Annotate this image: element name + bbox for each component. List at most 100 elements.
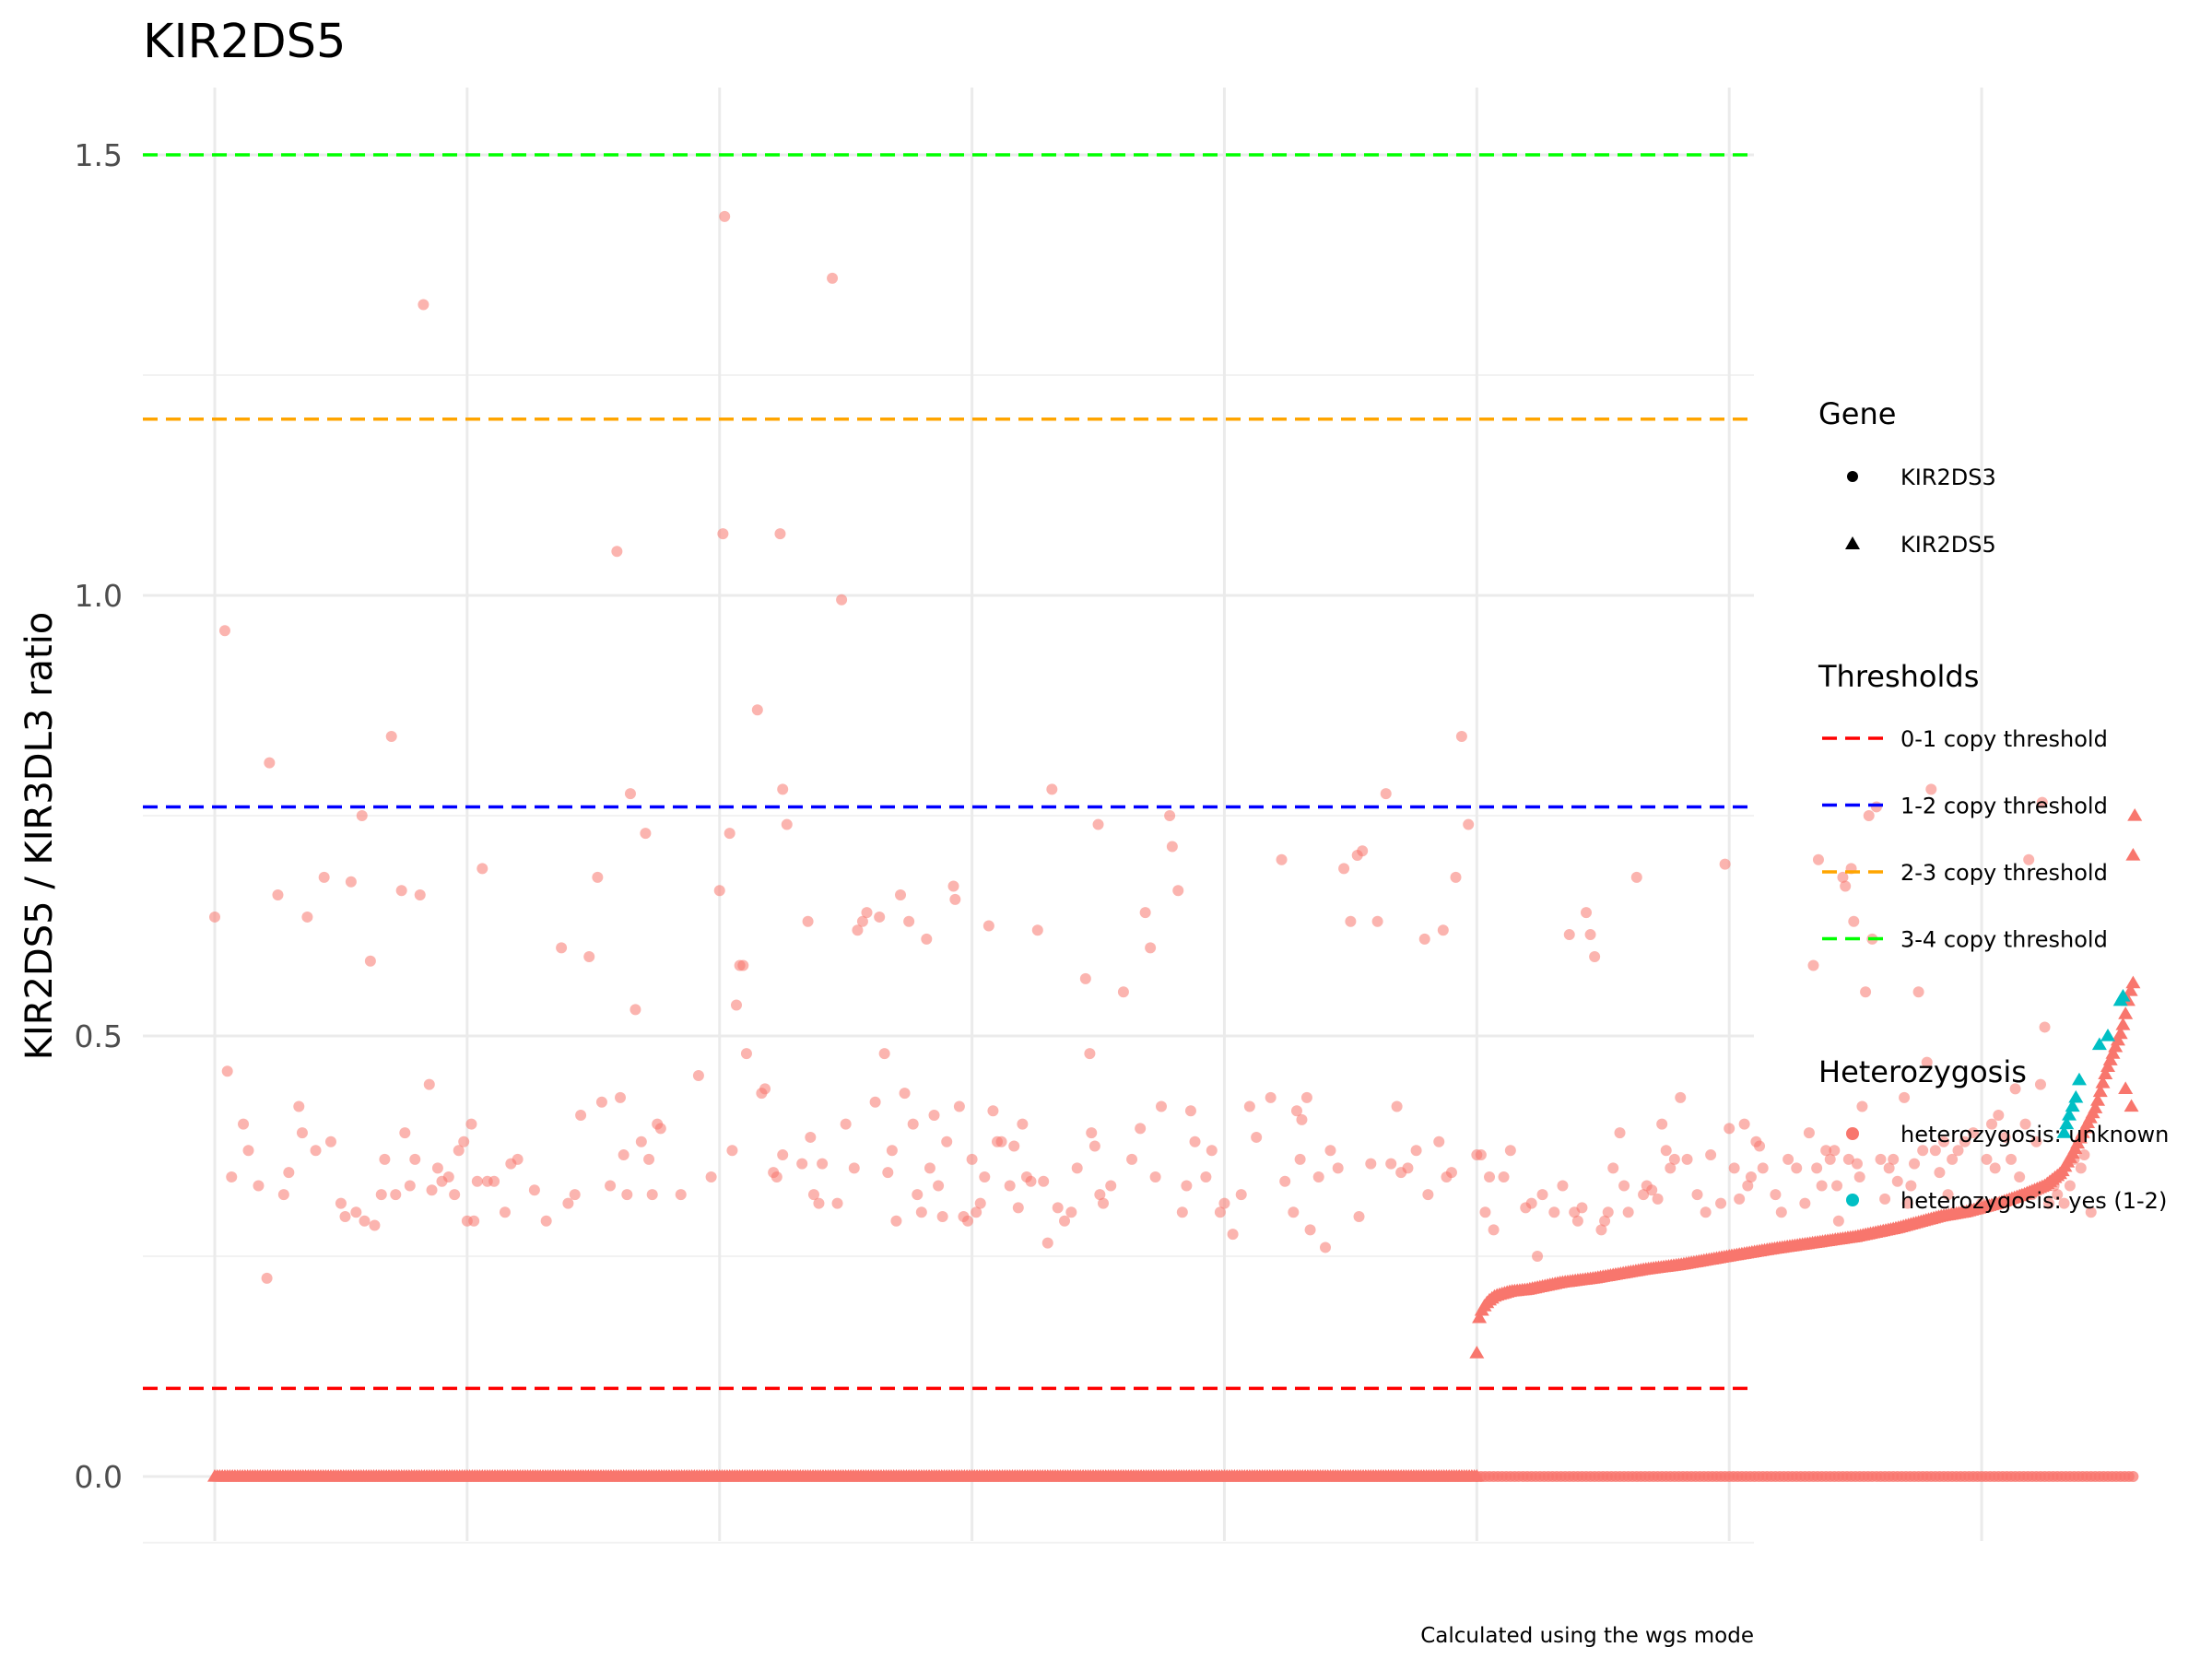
- point-kir2ds3: [221, 1065, 233, 1077]
- point-kir2ds3: [796, 1158, 808, 1170]
- point-kir2ds3: [339, 1210, 351, 1222]
- point-kir2ds5-unknown: [1472, 1310, 1488, 1324]
- point-kir2ds3: [283, 1167, 295, 1179]
- point-kir2ds5-unknown: [2125, 848, 2141, 861]
- point-kir2ds3: [471, 1175, 483, 1187]
- point-kir2ds3: [1754, 1140, 1766, 1152]
- point-kir2ds3: [777, 783, 789, 795]
- point-kir2ds3: [1117, 986, 1129, 998]
- point-kir2ds3: [556, 942, 568, 954]
- point-kir2ds3: [1853, 1171, 1865, 1182]
- point-kir2ds3: [1046, 783, 1058, 795]
- point-kir2ds3: [1993, 1110, 2005, 1122]
- point-kir2ds3: [2006, 1153, 2018, 1165]
- point-kir2ds3: [1837, 871, 1849, 883]
- point-kir2ds3: [1595, 1224, 1607, 1236]
- point-kir2ds3: [1851, 1158, 1863, 1170]
- point-kir2ds3: [1870, 801, 1882, 813]
- point-kir2ds3: [1071, 1162, 1083, 1174]
- point-kir2ds5-het-yes: [2091, 1037, 2107, 1051]
- legend-title-heterozygosis: Heterozygosis: [1818, 1054, 2027, 1089]
- point-kir2ds3: [2078, 1149, 2090, 1161]
- point-kir2ds3: [1176, 1206, 1188, 1218]
- point-kir2ds3: [1227, 1229, 1239, 1241]
- point-kir2ds3: [442, 1171, 454, 1182]
- point-kir2ds3: [635, 1135, 647, 1147]
- point-kir2ds3: [1218, 1197, 1230, 1209]
- point-kir2ds3: [1312, 1171, 1324, 1182]
- point-kir2ds3: [692, 1070, 704, 1082]
- legend-key-heterozygosis: [1846, 1194, 1859, 1206]
- point-kir2ds3: [453, 1145, 465, 1157]
- point-kir2ds3: [895, 889, 907, 901]
- point-kir2ds3: [477, 863, 488, 875]
- point-kir2ds3: [1799, 1197, 1811, 1209]
- point-kir2ds3: [751, 704, 763, 716]
- y-axis-label: KIR2DS5 / KIR3DL3 ratio: [18, 612, 61, 1061]
- point-kir2ds3: [1391, 1100, 1403, 1112]
- point-kir2ds3: [2019, 1118, 2031, 1130]
- point-kir2ds5-unknown: [2095, 1075, 2111, 1088]
- point-kir2ds3: [335, 1197, 347, 1209]
- point-kir2ds3: [1445, 1167, 1457, 1179]
- point-kir2ds3: [2075, 1162, 2087, 1174]
- point-kir2ds3: [1614, 1127, 1626, 1139]
- point-kir2ds3: [1705, 1149, 1717, 1161]
- point-kir2ds3: [1638, 1189, 1650, 1201]
- point-kir2ds3: [831, 1197, 843, 1209]
- point-kir2ds5-unknown: [1469, 1346, 1485, 1359]
- point-kir2ds3: [852, 924, 864, 936]
- point-kir2ds3: [1488, 1224, 1500, 1236]
- point-kir2ds3: [1719, 858, 1731, 870]
- point-kir2ds3: [569, 1189, 581, 1201]
- point-kir2ds3: [807, 1189, 819, 1201]
- point-kir2ds3: [238, 1118, 250, 1130]
- point-kir2ds3: [646, 1189, 658, 1201]
- point-kir2ds3: [1149, 1171, 1161, 1182]
- point-kir2ds3: [899, 1088, 911, 1100]
- legend-label-gene: KIR2DS5: [1900, 532, 1996, 558]
- point-kir2ds3: [1700, 1206, 1712, 1218]
- point-kir2ds3: [740, 1048, 752, 1060]
- point-kir2ds3: [737, 959, 749, 971]
- legend-label-threshold: 2-3 copy threshold: [1900, 860, 2108, 886]
- point-kir2ds3: [1646, 1184, 1658, 1196]
- point-kir2ds3: [1656, 1118, 1668, 1130]
- point-kir2ds3: [1498, 1171, 1510, 1182]
- point-kir2ds3: [705, 1171, 717, 1182]
- point-kir2ds3: [982, 920, 994, 932]
- point-kir2ds3: [426, 1184, 438, 1196]
- point-kir2ds3: [962, 1215, 974, 1227]
- legend-label-heterozygosis: heterozygosis: unknown: [1900, 1122, 2169, 1147]
- point-kir2ds3: [1484, 1171, 1496, 1182]
- point-kir2ds3: [605, 1180, 617, 1192]
- point-kir2ds5-het-yes: [2100, 1029, 2115, 1041]
- point-kir2ds3: [774, 528, 786, 540]
- point-kir2ds3: [924, 1162, 935, 1174]
- legend-key-heterozygosis: [1846, 1127, 1859, 1140]
- point-kir2ds3: [719, 210, 731, 222]
- point-kir2ds3: [226, 1171, 238, 1182]
- point-kir2ds3: [1728, 1162, 1740, 1174]
- point-kir2ds3: [512, 1153, 524, 1165]
- point-kir2ds3: [1105, 1180, 1117, 1192]
- point-kir2ds3: [272, 889, 284, 901]
- point-kir2ds3: [1086, 1127, 1098, 1139]
- point-kir2ds3: [1135, 1123, 1147, 1135]
- point-kir2ds3: [1166, 841, 1178, 853]
- point-kir2ds3: [2023, 853, 2035, 865]
- point-kir2ds5-het-yes: [2065, 1099, 2080, 1112]
- point-kir2ds3: [458, 1135, 470, 1147]
- legend-label-threshold: 1-2 copy threshold: [1900, 794, 2108, 819]
- point-kir2ds3: [1353, 1210, 1365, 1222]
- point-kir2ds3: [350, 1206, 362, 1218]
- point-kir2ds3: [1816, 1180, 1828, 1192]
- point-kir2ds3: [1630, 871, 1642, 883]
- point-kir2ds3: [1504, 1145, 1516, 1157]
- legend-label-threshold: 0-1 copy threshold: [1900, 726, 2108, 752]
- point-kir2ds3: [1989, 1162, 2001, 1174]
- point-kir2ds3: [1184, 1105, 1196, 1117]
- point-kir2ds3: [1831, 1180, 1843, 1192]
- point-kir2ds3: [1929, 1145, 1941, 1157]
- point-kir2ds3: [1172, 885, 1184, 897]
